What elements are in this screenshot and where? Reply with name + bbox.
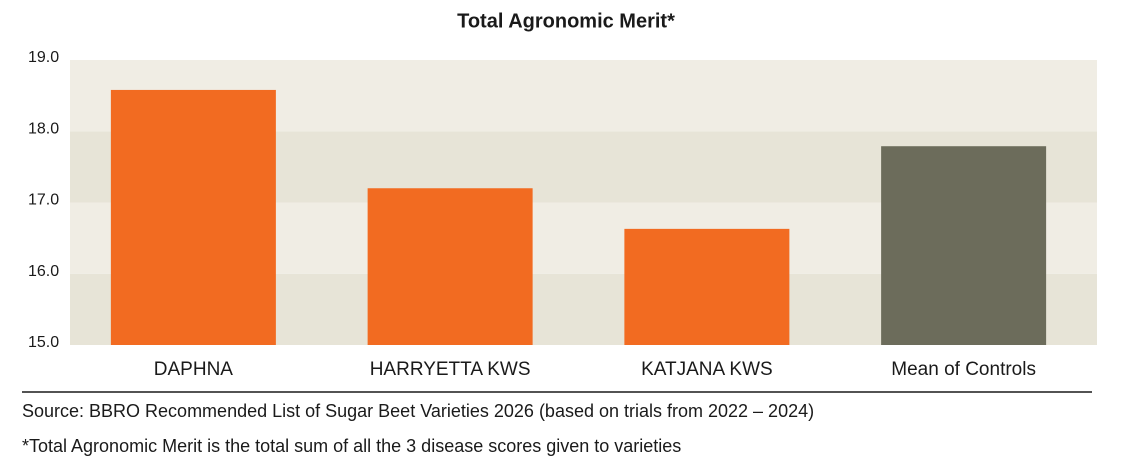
source: Source: BBRO Recommended List of Sugar B… xyxy=(22,401,814,421)
y-tick-label: 15.0 xyxy=(28,334,59,351)
footnote: *Total Agronomic Merit is the total sum … xyxy=(22,436,681,456)
y-tick-label: 18.0 xyxy=(28,120,59,137)
bar xyxy=(110,89,276,345)
x-tick-label: DAPHNA xyxy=(154,359,234,380)
x-tick-label: Mean of Controls xyxy=(891,359,1036,380)
x-tick-label: KATJANA KWS xyxy=(641,359,773,380)
y-tick-label: 16.0 xyxy=(28,263,59,280)
bar xyxy=(367,188,533,345)
x-tick-label: HARRYETTA KWS xyxy=(370,359,531,380)
bar xyxy=(881,146,1047,345)
y-tick-label: 19.0 xyxy=(28,49,59,66)
y-tick-label: 17.0 xyxy=(28,192,59,209)
chart-title: Total Agronomic Merit* xyxy=(457,10,675,32)
bar xyxy=(624,228,790,345)
